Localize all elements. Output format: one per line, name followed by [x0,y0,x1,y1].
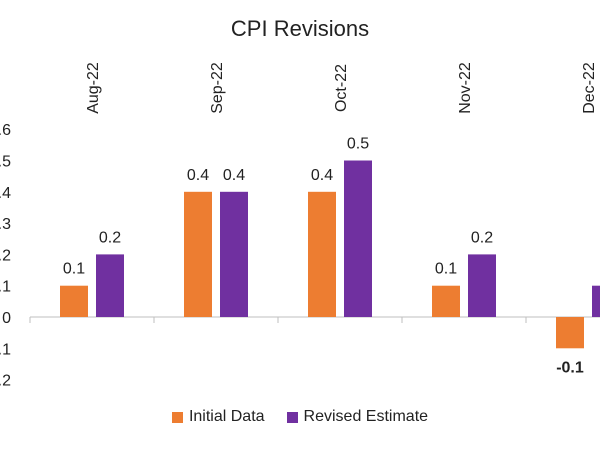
category-label: Oct-22 [333,64,350,112]
y-tick-label: 0.6 [0,122,11,139]
bar [184,191,212,317]
y-tick-label: -0.1 [0,341,11,358]
bar [468,254,496,317]
data-label: 0.2 [99,229,121,246]
chart-title: CPI Revisions [230,16,370,41]
y-tick-label: 0.2 [0,247,11,264]
y-tick-label: -0.2 [0,373,11,390]
category-label: Sep-22 [209,62,226,114]
category-label: Nov-22 [457,62,474,114]
data-label: 0.1 [435,261,457,278]
y-tick-label: 0.4 [0,185,11,202]
bar [220,191,248,317]
bar [308,191,336,317]
legend-item-initial: Initial Data [171,408,265,426]
data-label: 0.2 [471,229,493,246]
y-tick-label: 0.1 [0,279,11,296]
bar [344,160,372,317]
data-label: -0.1 [556,359,584,376]
category-label: Dec-22 [581,62,598,114]
bar [60,285,88,317]
bar [432,285,460,317]
y-tick-label: 0.3 [0,216,11,233]
data-label: 0.1 [63,261,85,278]
y-tick-label: 0 [2,310,11,327]
category-label: Aug-22 [85,62,102,114]
data-label: 0.5 [347,136,369,153]
legend-swatch-initial [171,411,183,423]
y-tick-label: 0.5 [0,154,11,171]
bar [592,285,600,317]
legend-item-revised: Revised Estimate [286,408,429,426]
bar [96,254,124,317]
legend-label-revised: Revised Estimate [303,408,429,425]
legend: Initial Data Revised Estimate [0,408,600,426]
legend-label-initial: Initial Data [188,408,265,425]
data-label: 0.4 [223,167,245,184]
bar [556,317,584,349]
data-label: 0.4 [311,167,333,184]
data-label: 0.4 [187,167,209,184]
legend-swatch-revised [286,411,298,423]
